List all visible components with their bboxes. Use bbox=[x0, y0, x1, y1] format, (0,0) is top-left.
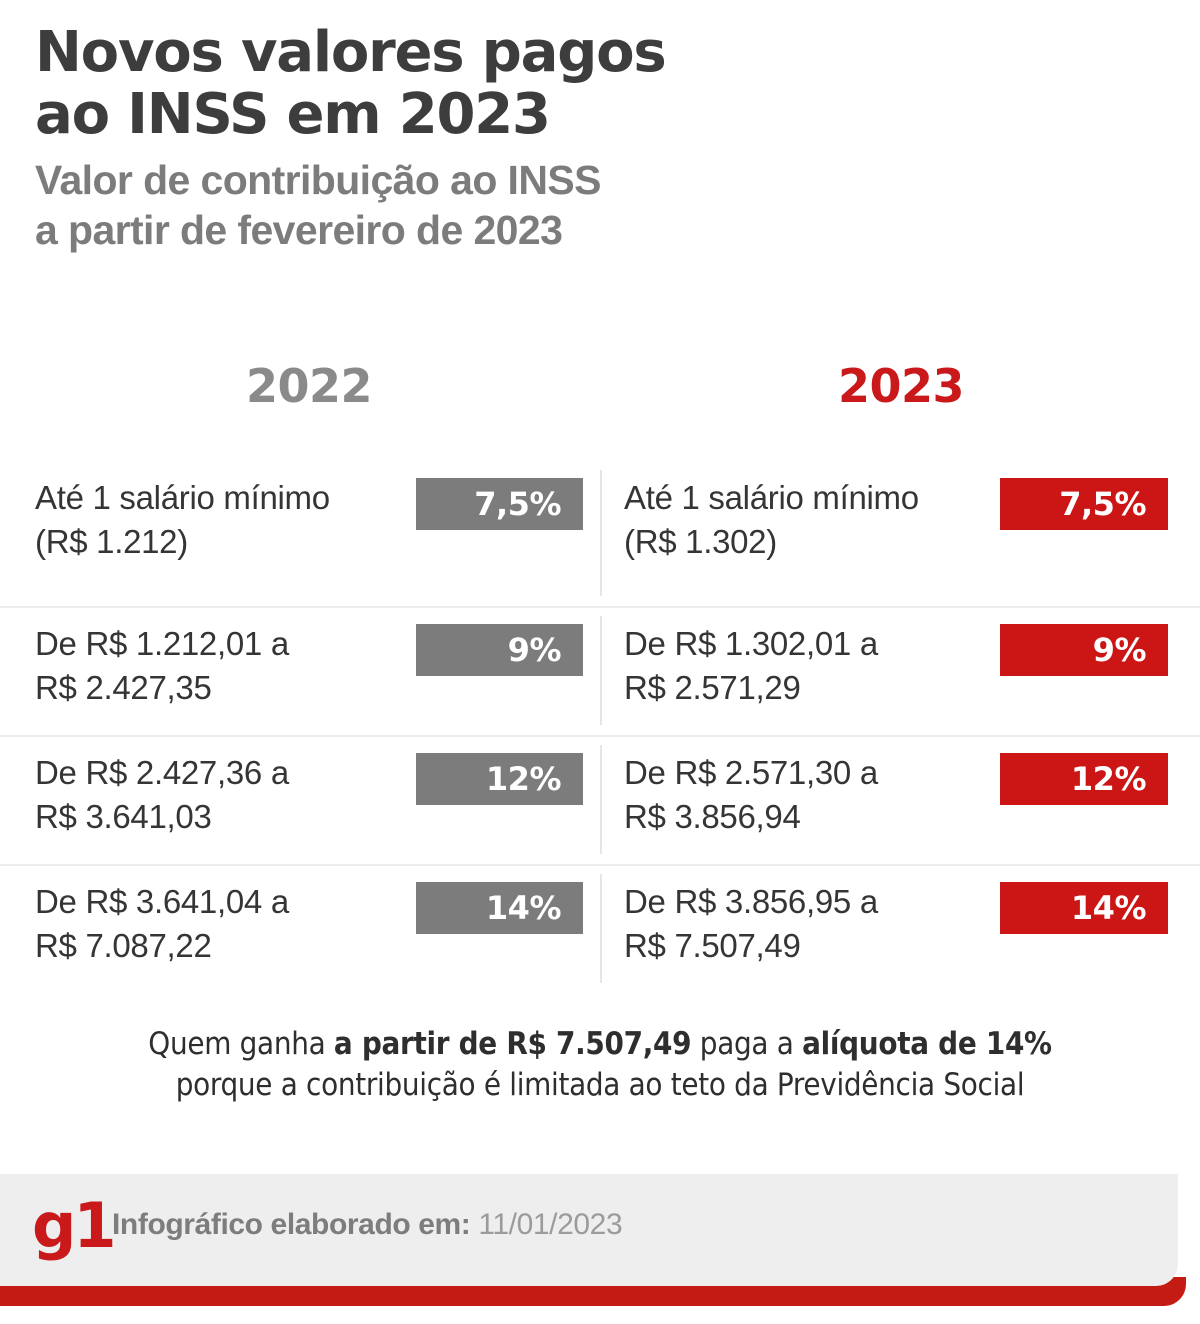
salary-range-label: Até 1 salário mínimo (R$ 1.212) bbox=[35, 479, 330, 560]
footer-panel: g1 Infográfico elaborado em: 11/01/2023 bbox=[0, 1174, 1178, 1286]
footer-credit: Infográfico elaborado em: 11/01/2023 bbox=[112, 1200, 623, 1250]
footnote-text-2: paga a bbox=[691, 1026, 803, 1062]
rate-badge-2023: 7,5% bbox=[1000, 478, 1168, 530]
cell-2023: De R$ 2.571,30 a R$ 3.856,94 12% bbox=[602, 737, 1200, 864]
footnote: Quem ganha a partir de R$ 7.507,49 paga … bbox=[0, 1024, 1200, 1106]
cell-2022: De R$ 2.427,36 a R$ 3.641,03 12% bbox=[0, 737, 600, 864]
salary-range-label: De R$ 3.856,95 a R$ 7.507,49 bbox=[624, 883, 878, 964]
footnote-bold-rate: alíquota de 14% bbox=[802, 1026, 1052, 1062]
cell-2023: Até 1 salário mínimo (R$ 1.302) 7,5% bbox=[602, 462, 1200, 606]
footnote-line-1: Quem ganha a partir de R$ 7.507,49 paga … bbox=[0, 1024, 1200, 1065]
page-subtitle: Valor de contribuição ao INSS a partir d… bbox=[35, 157, 601, 254]
rate-badge-2023: 9% bbox=[1000, 624, 1168, 676]
header: Novos valores pagos ao INSS em 2023 Valo… bbox=[35, 22, 1135, 255]
salary-range-label: De R$ 1.212,01 a R$ 2.427,35 bbox=[35, 625, 289, 706]
footnote-line-2: porque a contribuição é limitada ao teto… bbox=[175, 1066, 1025, 1103]
table-row: De R$ 2.427,36 a R$ 3.641,03 12% De R$ 2… bbox=[0, 735, 1200, 864]
table-row: De R$ 1.212,01 a R$ 2.427,35 9% De R$ 1.… bbox=[0, 606, 1200, 735]
table-row: Até 1 salário mínimo (R$ 1.212) 7,5% Até… bbox=[0, 462, 1200, 606]
rate-badge-2023: 12% bbox=[1000, 753, 1168, 805]
cell-2022: De R$ 1.212,01 a R$ 2.427,35 9% bbox=[0, 608, 600, 735]
rate-badge-2023: 14% bbox=[1000, 882, 1168, 934]
column-header-2022: 2022 bbox=[246, 359, 373, 413]
footnote-bold-threshold: a partir de R$ 7.507,49 bbox=[333, 1026, 692, 1062]
salary-range-label: Até 1 salário mínimo (R$ 1.302) bbox=[624, 479, 919, 560]
salary-range-label: De R$ 2.427,36 a R$ 3.641,03 bbox=[35, 754, 289, 835]
rate-badge-2022: 14% bbox=[416, 882, 583, 934]
year-headers: 2022 2023 bbox=[0, 363, 1200, 423]
rate-badge-2022: 9% bbox=[416, 624, 583, 676]
brackets-table: Até 1 salário mínimo (R$ 1.212) 7,5% Até… bbox=[0, 462, 1200, 993]
g1-logo: g1 bbox=[32, 1189, 117, 1262]
rate-badge-2022: 12% bbox=[416, 753, 583, 805]
footer-credit-label: Infográfico elaborado em: bbox=[112, 1208, 471, 1241]
cell-2023: De R$ 3.856,95 a R$ 7.507,49 14% bbox=[602, 866, 1200, 993]
footer: g1 Infográfico elaborado em: 11/01/2023 bbox=[0, 1174, 1200, 1324]
page-title: Novos valores pagos ao INSS em 2023 bbox=[35, 20, 667, 147]
salary-range-label: De R$ 2.571,30 a R$ 3.856,94 bbox=[624, 754, 878, 835]
cell-2023: De R$ 1.302,01 a R$ 2.571,29 9% bbox=[602, 608, 1200, 735]
footer-credit-date: 11/01/2023 bbox=[478, 1208, 623, 1241]
table-row: De R$ 3.641,04 a R$ 7.087,22 14% De R$ 3… bbox=[0, 864, 1200, 993]
column-header-2023: 2023 bbox=[838, 359, 965, 413]
salary-range-label: De R$ 3.641,04 a R$ 7.087,22 bbox=[35, 883, 289, 964]
rate-badge-2022: 7,5% bbox=[416, 478, 583, 530]
cell-2022: Até 1 salário mínimo (R$ 1.212) 7,5% bbox=[0, 462, 600, 606]
cell-2022: De R$ 3.641,04 a R$ 7.087,22 14% bbox=[0, 866, 600, 993]
footnote-text-1: Quem ganha bbox=[148, 1026, 334, 1062]
salary-range-label: De R$ 1.302,01 a R$ 2.571,29 bbox=[624, 625, 878, 706]
